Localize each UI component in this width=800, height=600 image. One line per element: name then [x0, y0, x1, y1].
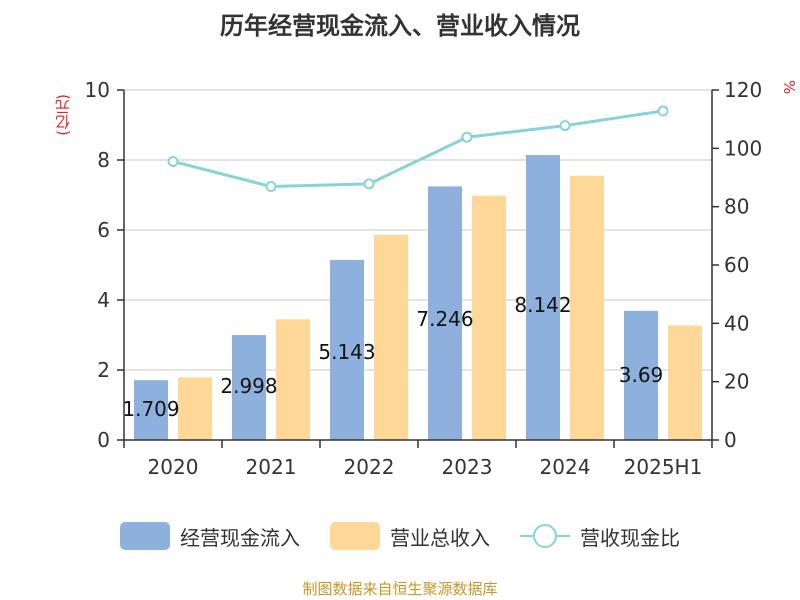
- left-tick-label-8: 8: [97, 148, 110, 172]
- bar-revenue-2025H1: [668, 325, 702, 440]
- right-tick-label-60: 60: [724, 253, 749, 277]
- right-tick-label-120: 120: [724, 78, 762, 102]
- legend-item-ratio[interactable]: 营收现金比: [520, 522, 680, 551]
- bar-cash-inflow-2023: [428, 186, 462, 440]
- bar-cash-inflow-2020: [134, 380, 168, 440]
- line-ratio: [172, 109, 664, 189]
- left-tick-label-10: 10: [85, 78, 110, 102]
- chart-title: 历年经营现金流入、营业收入情况: [220, 12, 580, 40]
- bar-revenue-2020: [178, 377, 212, 440]
- legend-label-revenue: 营业总收入: [390, 525, 490, 550]
- data-label-cash-inflow-2020: 1.709: [122, 397, 179, 421]
- legend-swatch-cash-inflow: [120, 522, 170, 550]
- point-ratio-2025H1: [657, 105, 669, 117]
- right-tick-label-20: 20: [724, 370, 749, 394]
- bar-revenue-2024: [570, 175, 604, 440]
- bar-cash-inflow-2024: [526, 155, 560, 440]
- bar-revenue-2022: [374, 234, 408, 440]
- bar-revenue-2021: [276, 319, 310, 440]
- point-ratio-2021: [265, 181, 277, 193]
- x-tick-label-2024: 2024: [540, 455, 591, 479]
- legend-item-revenue[interactable]: 营业总收入: [330, 522, 490, 551]
- bar-revenue-2023: [472, 195, 506, 440]
- point-ratio-2024: [559, 120, 571, 132]
- left-tick-label-2: 2: [97, 358, 110, 382]
- data-label-cash-inflow-2024: 8.142: [514, 293, 571, 317]
- data-label-cash-inflow-2021: 2.998: [220, 374, 277, 398]
- right-tick-label-0: 0: [724, 428, 737, 452]
- source-footer: 制图数据来自恒生聚源数据库: [302, 580, 498, 598]
- legend: 经营现金流入 营业总收入 营收现金比: [0, 516, 800, 556]
- legend-swatch-ratio: [520, 522, 570, 550]
- point-ratio-2023: [461, 131, 473, 143]
- left-tick-label-6: 6: [97, 218, 110, 242]
- right-tick-label-80: 80: [724, 195, 749, 219]
- data-label-cash-inflow-2022: 5.143: [318, 340, 375, 364]
- x-tick-label-2023: 2023: [442, 455, 493, 479]
- left-tick-label-0: 0: [97, 428, 110, 452]
- left-tick-label-4: 4: [97, 288, 110, 312]
- point-ratio-2022: [363, 178, 375, 190]
- right-axis-unit: %: [780, 80, 798, 95]
- legend-label-cash-inflow: 经营现金流入: [180, 525, 300, 550]
- right-tick-label-40: 40: [724, 311, 749, 335]
- legend-label-ratio: 营收现金比: [580, 525, 680, 550]
- legend-item-cash-inflow[interactable]: 经营现金流入: [120, 522, 300, 551]
- data-label-cash-inflow-2025H1: 3.69: [619, 363, 664, 387]
- x-tick-label-2021: 2021: [246, 455, 297, 479]
- bar-cash-inflow-2022: [330, 259, 364, 440]
- legend-swatch-revenue: [330, 522, 380, 550]
- x-tick-label-2020: 2020: [148, 455, 199, 479]
- x-tick-label-2025H1: 2025H1: [624, 455, 703, 479]
- point-ratio-2020: [167, 155, 179, 167]
- bar-cash-inflow-2025H1: [624, 310, 658, 440]
- right-tick-label-100: 100: [724, 136, 762, 160]
- data-label-cash-inflow-2023: 7.246: [416, 307, 473, 331]
- bar-cash-inflow-2021: [232, 335, 266, 440]
- x-tick-label-2022: 2022: [344, 455, 395, 479]
